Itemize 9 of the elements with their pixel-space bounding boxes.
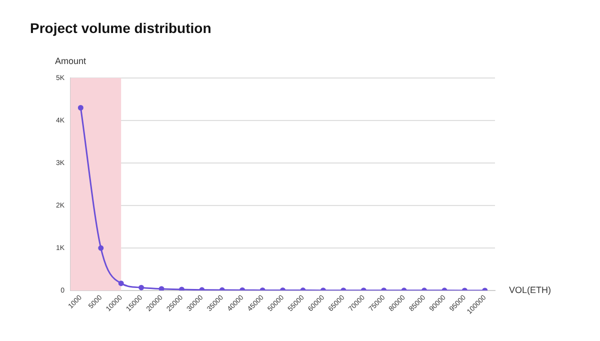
- point: [118, 280, 124, 286]
- point: [158, 286, 164, 291]
- point: [78, 105, 84, 111]
- point: [178, 286, 184, 291]
- chart-title: Project volume distribution: [30, 20, 212, 36]
- point: [98, 245, 104, 251]
- point: [138, 284, 144, 290]
- x-axis-title: VOL(ETH): [509, 285, 552, 296]
- y-axis-title: Amount: [55, 56, 87, 66]
